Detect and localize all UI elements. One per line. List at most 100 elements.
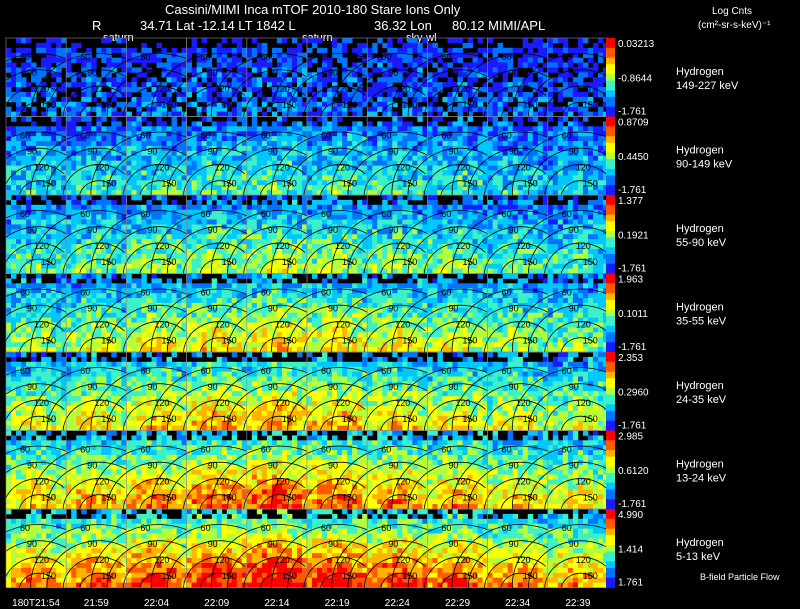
heatmap-pixel (542, 136, 549, 142)
heatmap-pixel (221, 239, 228, 245)
heatmap-pixel (472, 199, 478, 206)
heatmap-pixel (86, 263, 92, 269)
heatmap-pixel (201, 38, 208, 44)
heatmap-pixel (261, 263, 268, 269)
heatmap-pixel (402, 121, 408, 127)
heatmap-pixel (151, 229, 157, 235)
heatmap-pixel (121, 111, 127, 117)
heatmap-pixel (527, 145, 534, 152)
heatmap-pixel (427, 190, 433, 196)
heatmap-pixel (186, 126, 193, 132)
heatmap-pixel (296, 106, 303, 112)
heatmap-pixel (151, 87, 157, 93)
heatmap-pixel (246, 253, 253, 260)
heatmap-pixel (472, 244, 478, 250)
heatmap-pixel (216, 82, 223, 88)
header-radius-label: R (92, 18, 101, 33)
heatmap-pixel (66, 214, 72, 220)
heatmap-pixel (487, 180, 494, 186)
heatmap-pixel (231, 170, 238, 176)
heatmap-pixel (392, 214, 398, 220)
heatmap-pixel (266, 175, 273, 181)
heatmap-pixel (121, 67, 127, 73)
heatmap-pixel (61, 268, 67, 274)
heatmap-pixel (367, 263, 373, 269)
heatmap-pixel (181, 131, 187, 137)
heatmap-pixel (251, 199, 258, 206)
contour-label: 60 (140, 52, 150, 62)
heatmap-pixel (557, 170, 564, 176)
heatmap-pixel (121, 180, 127, 186)
heatmap-pixel (387, 224, 393, 230)
heatmap-pixel (246, 165, 253, 171)
heatmap-pixel (41, 87, 47, 93)
heatmap-pixel (512, 170, 519, 176)
heatmap-pixel (502, 175, 509, 181)
heatmap-pixel (161, 150, 167, 157)
heatmap-pixel (116, 155, 122, 162)
heatmap-pixel (281, 126, 288, 132)
heatmap-pixel (527, 170, 534, 176)
heatmap-pixel (91, 72, 97, 78)
heatmap-pixel (582, 165, 589, 171)
heatmap-pixel (477, 136, 483, 142)
heatmap-pixel (327, 72, 333, 78)
heatmap-pixel (211, 136, 218, 142)
heatmap-pixel (91, 160, 97, 166)
heatmap-pixel (201, 239, 208, 245)
heatmap-pixel (492, 145, 499, 152)
heatmap-pixel (236, 253, 243, 260)
heatmap-pixel (427, 195, 433, 201)
heatmap-pixel (236, 155, 243, 162)
heatmap-pixel (342, 131, 348, 137)
heatmap-pixel (572, 77, 579, 83)
heatmap-pixel (552, 57, 559, 63)
heatmap-pixel (211, 185, 218, 191)
heatmap-pixel (46, 268, 52, 274)
heatmap-pixel (151, 101, 157, 108)
heatmap-pixel (452, 248, 458, 255)
heatmap-pixel (487, 160, 494, 166)
heatmap-pixel (196, 145, 203, 152)
heatmap-pixel (587, 185, 594, 191)
heatmap-pixel (86, 52, 92, 59)
heatmap-pixel (171, 170, 177, 176)
heatmap-pixel (251, 244, 258, 250)
heatmap-pixel (592, 141, 599, 147)
heatmap-pixel (362, 101, 368, 108)
heatmap-pixel (442, 160, 448, 166)
heatmap-pixel (347, 150, 353, 157)
heatmap-pixel (296, 175, 303, 181)
heatmap-pixel (332, 111, 338, 117)
heatmap-pixel (261, 185, 268, 191)
heatmap-pixel (171, 263, 177, 269)
heatmap-pixel (16, 175, 22, 181)
heatmap-pixel (171, 141, 177, 147)
heatmap-pixel (487, 155, 494, 162)
heatmap-pixel (572, 126, 579, 132)
heatmap-pixel (231, 199, 238, 206)
heatmap-pixel (126, 219, 132, 225)
heatmap-pixel (121, 244, 127, 250)
heatmap-pixel (362, 214, 368, 220)
heatmap-pixel (597, 131, 604, 137)
heatmap-pixel (417, 111, 423, 117)
heatmap-pixel (532, 190, 539, 196)
heatmap-pixel (357, 126, 363, 132)
heatmap-pixel (141, 244, 147, 250)
heatmap-pixel (502, 77, 509, 83)
heatmap-pixel (31, 185, 37, 191)
heatmap-pixel (507, 126, 514, 132)
heatmap-pixel (236, 82, 243, 88)
heatmap-pixel (266, 244, 273, 250)
heatmap-pixel (317, 185, 323, 191)
contour-line (407, 69, 498, 123)
heatmap-pixel (577, 82, 584, 88)
heatmap-pixel (146, 67, 152, 73)
heatmap-pixel (362, 131, 368, 137)
heatmap-pixel (56, 248, 62, 255)
heatmap-pixel (377, 224, 383, 230)
heatmap-pixel (367, 141, 373, 147)
heatmap-pixel (176, 67, 182, 73)
heatmap-pixel (51, 150, 57, 157)
